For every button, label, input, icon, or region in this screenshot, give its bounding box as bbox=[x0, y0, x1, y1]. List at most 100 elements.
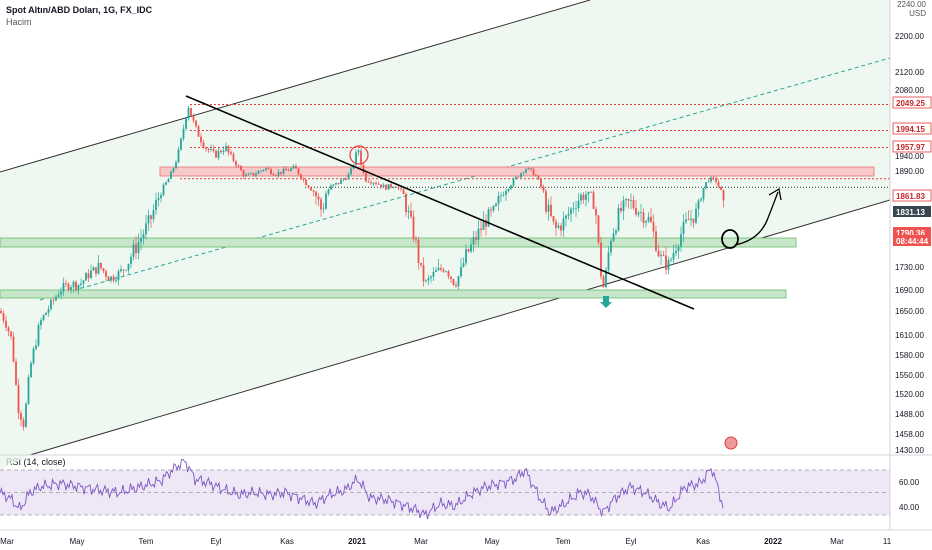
candle bbox=[455, 281, 457, 289]
candle-body bbox=[130, 256, 132, 264]
price-tick-label: 1610.00 bbox=[895, 331, 924, 340]
candle-body bbox=[282, 168, 285, 174]
candle bbox=[257, 169, 260, 175]
candle bbox=[400, 187, 402, 192]
candle-body bbox=[665, 255, 667, 270]
candle-body bbox=[117, 271, 120, 281]
candle bbox=[360, 146, 362, 167]
candle-body bbox=[462, 263, 465, 267]
candle-body bbox=[437, 267, 440, 271]
candle bbox=[205, 146, 207, 153]
candle-body bbox=[400, 188, 402, 190]
candle bbox=[175, 160, 177, 170]
candle-body bbox=[402, 189, 405, 194]
candle bbox=[560, 222, 562, 237]
price-tick-label: 1430.00 bbox=[895, 446, 924, 455]
candle bbox=[505, 188, 507, 201]
candle-body bbox=[285, 168, 287, 171]
candle-body bbox=[32, 348, 35, 364]
candle bbox=[370, 179, 372, 186]
candle-body bbox=[335, 182, 337, 185]
time-tick-label: Eyl bbox=[210, 537, 221, 546]
candle bbox=[450, 275, 452, 283]
price-tick-label: 1690.00 bbox=[895, 286, 924, 295]
candle-body bbox=[617, 207, 620, 231]
candle bbox=[92, 265, 95, 271]
candle-body bbox=[222, 150, 225, 153]
candle bbox=[45, 312, 47, 316]
candle-body bbox=[97, 262, 100, 274]
candle bbox=[652, 214, 655, 238]
candle-body bbox=[495, 203, 497, 206]
candle bbox=[577, 193, 580, 212]
candle-body bbox=[522, 172, 525, 174]
candle-body bbox=[450, 276, 452, 280]
candle bbox=[327, 188, 330, 196]
candle bbox=[267, 166, 270, 170]
candle-body bbox=[637, 212, 640, 215]
time-tick-label: Kas bbox=[280, 537, 294, 546]
event-marker-icon bbox=[724, 436, 738, 450]
candle bbox=[550, 196, 552, 218]
candle bbox=[125, 269, 127, 272]
candle bbox=[217, 148, 220, 161]
candle-body bbox=[610, 240, 612, 253]
candle bbox=[307, 184, 310, 189]
candle bbox=[155, 192, 157, 215]
candle-body bbox=[662, 254, 665, 256]
candle-body bbox=[652, 222, 655, 232]
candle bbox=[422, 257, 425, 287]
candle-body bbox=[237, 165, 240, 167]
candle-body bbox=[460, 266, 462, 277]
candle bbox=[332, 184, 335, 187]
candle-body bbox=[182, 128, 185, 139]
candle bbox=[335, 182, 337, 186]
candle-body bbox=[55, 296, 57, 301]
candle bbox=[662, 250, 665, 257]
candle bbox=[112, 273, 115, 283]
candle-body bbox=[197, 126, 200, 137]
candle bbox=[547, 198, 550, 221]
candle bbox=[657, 244, 660, 258]
candle bbox=[720, 186, 722, 191]
candle-body bbox=[585, 194, 587, 200]
candle-body bbox=[615, 230, 617, 234]
candle-body bbox=[477, 228, 480, 240]
candle bbox=[12, 332, 15, 363]
candle bbox=[490, 206, 492, 217]
rsi-tick-label: 40.00 bbox=[899, 503, 920, 512]
candle-body bbox=[660, 254, 662, 257]
candle bbox=[42, 314, 45, 322]
volume-label: Hacim bbox=[6, 17, 32, 27]
candle bbox=[187, 106, 190, 121]
candle-body bbox=[162, 184, 165, 195]
candle-body bbox=[205, 147, 207, 149]
candle bbox=[310, 186, 312, 191]
candle-body bbox=[7, 327, 10, 332]
candle bbox=[407, 205, 410, 220]
candle-body bbox=[330, 185, 332, 190]
candle bbox=[642, 208, 645, 228]
candle-body bbox=[0, 311, 2, 314]
candle-body bbox=[307, 185, 310, 188]
candle bbox=[695, 202, 697, 225]
candle-body bbox=[112, 276, 115, 281]
candle-body bbox=[195, 120, 197, 127]
price-tick-label: 1580.00 bbox=[895, 351, 924, 360]
candle bbox=[95, 267, 97, 277]
candle-body bbox=[40, 320, 42, 326]
candle-body bbox=[45, 312, 47, 316]
candle-body bbox=[600, 242, 602, 277]
candle bbox=[590, 191, 592, 193]
candle-body bbox=[515, 176, 517, 179]
candle bbox=[250, 171, 252, 175]
candle bbox=[700, 197, 702, 202]
candle-body bbox=[575, 208, 577, 209]
candle bbox=[82, 279, 85, 289]
candle-body bbox=[650, 216, 652, 223]
candle bbox=[460, 258, 462, 279]
candle bbox=[272, 172, 275, 176]
candle-body bbox=[347, 173, 350, 180]
candle bbox=[17, 378, 20, 420]
